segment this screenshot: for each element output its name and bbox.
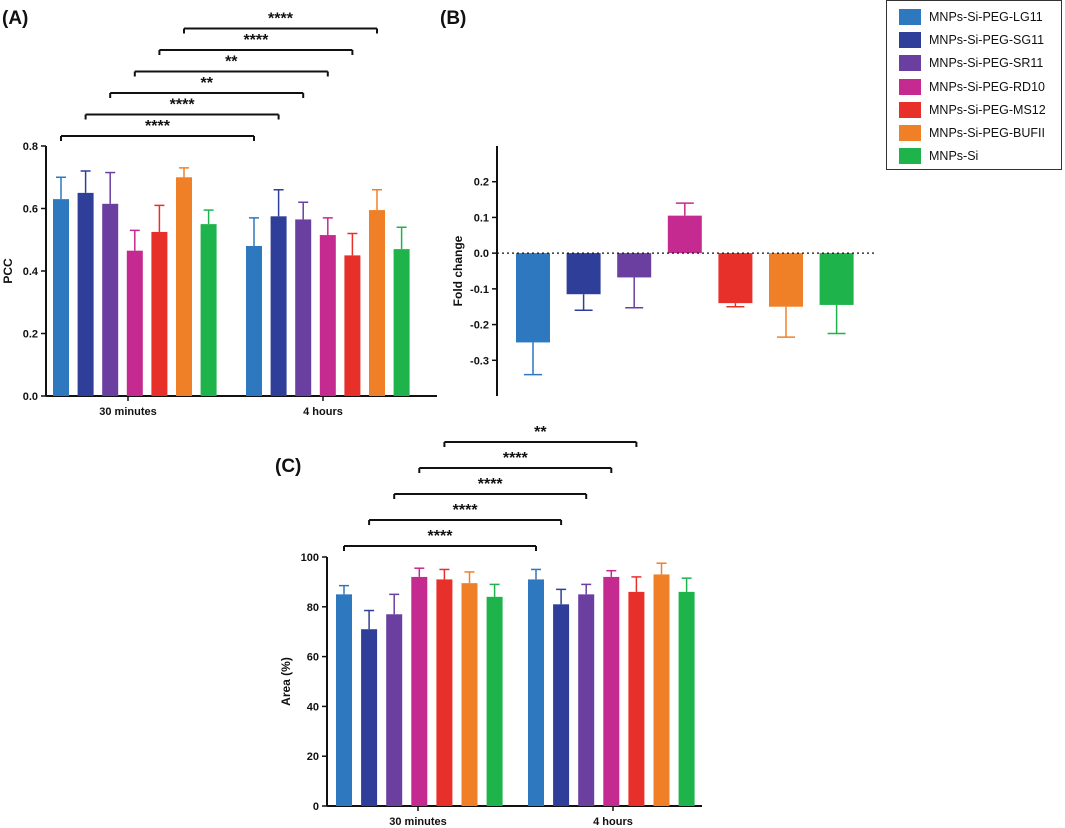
bar bbox=[336, 594, 352, 806]
bar bbox=[77, 192, 94, 396]
y-axis-title: PCC bbox=[1, 258, 15, 284]
bar bbox=[176, 177, 192, 396]
y-axis-title: Area (%) bbox=[279, 657, 293, 706]
legend-item: MNPs-Si-PEG-SR11 bbox=[899, 54, 1043, 72]
bar bbox=[678, 591, 695, 806]
y-tick-label: -0.2 bbox=[470, 320, 489, 332]
y-tick-label: 80 bbox=[307, 602, 319, 614]
panel-label-a: (A) bbox=[2, 8, 28, 29]
bar bbox=[361, 629, 378, 806]
legend-item: MNPs-Si-PEG-BUFII bbox=[899, 124, 1045, 142]
legend-swatch bbox=[899, 9, 921, 25]
bar bbox=[819, 253, 854, 305]
bar bbox=[603, 576, 620, 806]
bar bbox=[617, 253, 652, 278]
y-tick-label: 0.0 bbox=[474, 248, 489, 260]
bar bbox=[436, 579, 453, 806]
legend-item: MNPs-Si-PEG-MS12 bbox=[899, 101, 1046, 119]
legend-item: MNPs-Si-PEG-LG11 bbox=[899, 8, 1043, 26]
y-tick-label: 0 bbox=[313, 801, 319, 813]
legend-label: MNPs-Si bbox=[929, 149, 979, 164]
y-tick-label: 0.2 bbox=[23, 329, 38, 341]
bar bbox=[270, 216, 287, 396]
x-tick-label: 4 hours bbox=[593, 816, 633, 828]
bar bbox=[319, 235, 336, 396]
y-axis-title: Fold change bbox=[451, 235, 465, 306]
bar bbox=[393, 249, 410, 396]
bar bbox=[667, 215, 702, 254]
significance-label: **** bbox=[478, 476, 504, 493]
legend-label: MNPs-Si-PEG-RD10 bbox=[929, 79, 1045, 94]
bar bbox=[578, 594, 595, 806]
legend-label: MNPs-Si-PEG-BUFII bbox=[929, 126, 1045, 140]
bar bbox=[200, 224, 217, 396]
legend-swatch bbox=[899, 78, 921, 95]
significance-label: **** bbox=[145, 118, 171, 135]
significance-label: **** bbox=[268, 11, 294, 28]
legend-swatch bbox=[899, 148, 921, 165]
significance-label: **** bbox=[243, 32, 269, 49]
bar bbox=[769, 253, 803, 307]
legend-swatch bbox=[899, 101, 921, 118]
y-tick-label: 0.4 bbox=[23, 266, 39, 278]
y-tick-label: 0.8 bbox=[23, 141, 38, 153]
y-tick-label: 60 bbox=[307, 652, 319, 664]
bar bbox=[553, 604, 570, 806]
legend-swatch bbox=[899, 125, 921, 141]
bar bbox=[461, 583, 478, 806]
legend-swatch bbox=[899, 55, 921, 72]
panel-label-c: (C) bbox=[275, 456, 301, 477]
x-tick-label: 4 hours bbox=[303, 406, 343, 418]
legend-item: MNPs-Si bbox=[899, 147, 978, 165]
legend-item: MNPs-Si-PEG-RD10 bbox=[899, 78, 1045, 96]
bar bbox=[126, 250, 143, 396]
legend-item: MNPs-Si-PEG-SG11 bbox=[899, 31, 1044, 49]
bar bbox=[486, 596, 503, 806]
x-tick-label: 30 minutes bbox=[389, 816, 446, 828]
panel-label-b: (B) bbox=[440, 8, 466, 29]
significance-label: **** bbox=[503, 450, 529, 467]
significance-label: **** bbox=[170, 97, 196, 114]
bar bbox=[344, 255, 361, 396]
y-tick-label: 20 bbox=[307, 751, 319, 763]
bar bbox=[516, 253, 550, 343]
bar bbox=[295, 219, 312, 396]
y-tick-label: -0.3 bbox=[470, 355, 489, 367]
bar bbox=[628, 591, 645, 806]
legend-label: MNPs-Si-PEG-MS12 bbox=[929, 102, 1046, 117]
y-tick-label: 0.6 bbox=[23, 204, 38, 216]
significance-label: ** bbox=[200, 75, 213, 92]
y-tick-label: 0.2 bbox=[474, 177, 489, 189]
bar bbox=[246, 246, 262, 396]
legend: MNPs-Si-PEG-LG11 MNPs-Si-PEG-SG11 MNPs-Si-… bbox=[886, 0, 1062, 170]
x-tick-label: 30 minutes bbox=[99, 406, 156, 418]
chart-b: -0.3 -0.2 -0.1 0.0 0.1 0.2 Fold change bbox=[451, 146, 875, 396]
legend-label: MNPs-Si-PEG-LG11 bbox=[929, 10, 1043, 24]
y-tick-label: -0.1 bbox=[470, 284, 489, 296]
bar bbox=[102, 203, 119, 396]
bar bbox=[386, 614, 403, 806]
bar bbox=[151, 231, 168, 396]
bar bbox=[411, 576, 428, 806]
y-tick-label: 100 bbox=[301, 552, 319, 564]
y-tick-label: 0.1 bbox=[474, 212, 489, 224]
significance-label: ** bbox=[534, 424, 547, 441]
legend-label: MNPs-Si-PEG-SG11 bbox=[929, 33, 1045, 48]
bar bbox=[53, 199, 69, 396]
bar bbox=[528, 579, 544, 806]
legend-label: MNPs-Si-PEG-SR11 bbox=[929, 56, 1044, 71]
y-tick-label: 0.0 bbox=[23, 391, 38, 403]
bar bbox=[653, 574, 670, 806]
bar bbox=[718, 253, 753, 304]
significance-label: ** bbox=[225, 54, 238, 71]
y-tick-label: 40 bbox=[307, 701, 319, 713]
significance-label: **** bbox=[428, 528, 454, 545]
bar bbox=[566, 253, 601, 295]
bar bbox=[369, 210, 385, 396]
legend-swatch bbox=[899, 32, 921, 49]
significance-label: **** bbox=[453, 502, 479, 519]
